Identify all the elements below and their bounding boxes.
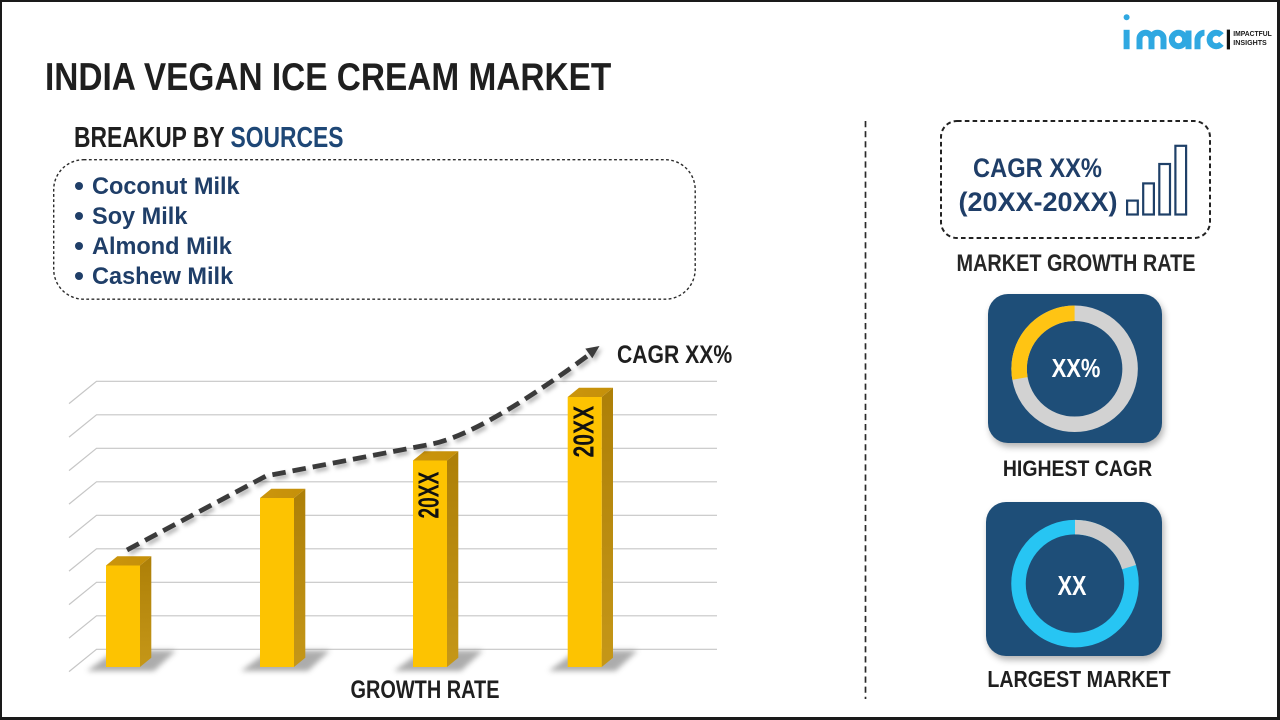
- svg-text:IMPACTFUL: IMPACTFUL: [1233, 29, 1272, 38]
- svg-text:INSIGHTS: INSIGHTS: [1233, 37, 1267, 46]
- svg-text:20XX: 20XX: [568, 406, 600, 458]
- svg-text:20XX: 20XX: [414, 471, 446, 518]
